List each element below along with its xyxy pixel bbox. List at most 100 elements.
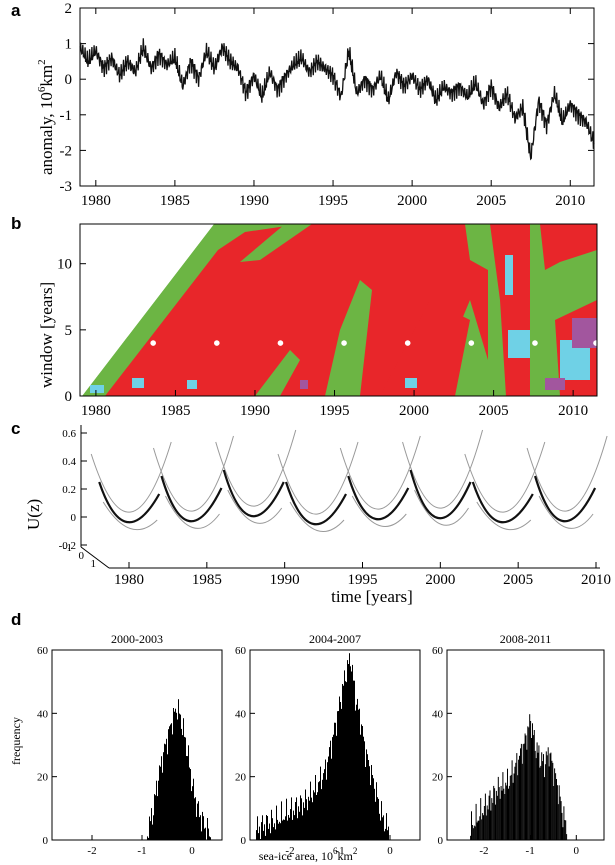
histogram-bar xyxy=(479,816,481,840)
panel-label-c: c xyxy=(11,419,20,438)
histogram-bar xyxy=(518,759,520,840)
histogram-bar xyxy=(149,816,150,840)
histogram-ytick-label: 40 xyxy=(37,708,49,720)
histogram-bar xyxy=(382,817,383,840)
histogram-bar xyxy=(353,680,354,840)
histogram-bar xyxy=(364,741,365,840)
panel-a-ylabel-text: anomaly, 10 xyxy=(37,92,56,175)
histogram-bar xyxy=(277,819,278,840)
histogram-bar xyxy=(526,749,528,840)
panel-b-window-marker xyxy=(468,340,475,346)
histogram-bar xyxy=(498,787,500,840)
histogram-bar xyxy=(494,788,496,840)
histogram-bar xyxy=(497,776,499,840)
histogram-title: 2000-2003 xyxy=(111,632,163,646)
heatmap-region-red-left xyxy=(150,260,240,396)
panel-b-ylabel: window [years] xyxy=(37,282,56,388)
heatmap-region-red-top-right xyxy=(540,224,597,270)
panel-b-window-marker xyxy=(341,340,347,346)
histogram-bar xyxy=(184,736,185,840)
heatmap-region-cyan-7 xyxy=(405,378,417,388)
histogram-bar xyxy=(317,792,318,840)
histogram-bar xyxy=(294,815,295,840)
panel-label-d: d xyxy=(11,610,21,629)
histogram-bar xyxy=(308,796,309,840)
histogram-bar xyxy=(354,680,355,840)
histogram-bar xyxy=(344,670,345,840)
heatmap-region-purple-1 xyxy=(572,318,597,348)
histogram-bar xyxy=(347,660,348,840)
histogram-bar xyxy=(205,827,206,840)
histogram-bar xyxy=(342,684,343,840)
histogram-bar xyxy=(363,736,364,840)
heatmap-region-purple-2 xyxy=(545,378,565,390)
panel-c-ztick-label: 0.2 xyxy=(62,484,76,496)
histogram-bar xyxy=(265,835,266,840)
histogram-bar xyxy=(531,738,532,840)
histogram-bar xyxy=(544,777,545,840)
histogram-ytick-label: 20 xyxy=(432,772,444,784)
histogram-bar xyxy=(383,815,384,840)
histogram-bar xyxy=(375,801,376,840)
panel-c-potential-curve xyxy=(534,475,597,523)
heatmap-region-green-stripe-4 xyxy=(240,224,312,262)
histogram-bar xyxy=(259,826,260,840)
histogram-bar xyxy=(267,816,268,840)
histogram-bar xyxy=(310,781,311,840)
panel-b-ytick-label: 5 xyxy=(65,323,73,339)
heatmap-region-cyan-5 xyxy=(132,378,144,388)
histogram-bar xyxy=(274,823,275,840)
histogram-bar xyxy=(268,828,269,840)
histogram-ytick-label: 0 xyxy=(241,835,247,847)
panel-c-ztick-label: 0 xyxy=(71,512,77,524)
histogram-bar xyxy=(515,762,517,840)
panel-c: 0.60.40.20-0.2 -101 1980 1985 1990 1995 2000… xyxy=(24,425,611,606)
panel-b-ytick-label: 10 xyxy=(57,257,72,273)
panel-c-zticks: 0.6 0.4 0.2 0 -0.2 xyxy=(59,428,87,552)
histogram-xtick-label: -2 xyxy=(285,845,294,857)
histogram-bar xyxy=(548,766,550,840)
panel-a-ylabel: anomaly, 106km2 xyxy=(36,59,56,175)
histogram-bar xyxy=(163,752,164,840)
histogram-ytick-label: 60 xyxy=(37,645,49,657)
histogram-bar xyxy=(329,747,330,840)
histogram-bar xyxy=(272,818,273,840)
histogram-bar xyxy=(164,743,165,840)
histogram-bar xyxy=(286,798,287,840)
histogram-bar xyxy=(352,664,353,840)
histogram-bar xyxy=(193,778,194,840)
histogram-bar xyxy=(350,666,351,840)
panel-c-xtick-label: 2005 xyxy=(503,572,533,588)
histogram-bar xyxy=(541,752,543,840)
panel-c-lower-band xyxy=(165,495,220,529)
histogram-bar xyxy=(373,778,374,840)
panel-c-lower-band xyxy=(102,501,158,531)
panel-c-depth-tick-label: 0 xyxy=(79,550,85,562)
histogram-bar xyxy=(262,815,263,840)
histogram-bar xyxy=(332,737,333,840)
histogram-xtick-label: -1 xyxy=(526,845,535,857)
panel-d-ylabel: frequency xyxy=(9,717,23,765)
histogram-bar xyxy=(372,775,373,840)
histogram-bar xyxy=(478,820,480,840)
panel-c-xtick-label: 1980 xyxy=(114,572,144,588)
histogram-bar xyxy=(378,798,379,840)
histogram-ytick-label: 60 xyxy=(235,645,247,657)
histogram-bar xyxy=(386,813,387,840)
histogram-bar xyxy=(485,815,487,840)
histogram-bar xyxy=(360,734,361,840)
panel-c-potential-curve xyxy=(284,481,347,526)
panel-c-upper-band xyxy=(339,435,421,510)
histogram-bar xyxy=(318,782,319,840)
histogram-bar xyxy=(551,760,553,840)
histogram-bar xyxy=(385,828,386,840)
histogram-bar xyxy=(376,782,377,840)
panel-label-a: a xyxy=(11,1,21,20)
histogram-bar xyxy=(471,825,473,840)
histogram-bar xyxy=(509,775,511,840)
histogram-bar xyxy=(477,820,479,840)
histogram-bar xyxy=(196,816,197,840)
histogram-xtick-label: 0 xyxy=(574,845,580,857)
panel-c-upper-band xyxy=(402,429,484,509)
